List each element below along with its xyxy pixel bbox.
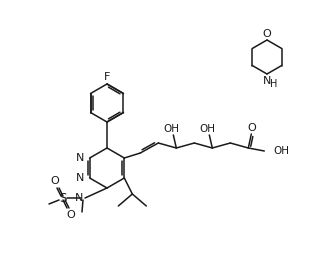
Text: N: N xyxy=(75,193,83,203)
Text: F: F xyxy=(104,72,110,82)
Text: N: N xyxy=(76,173,85,183)
Text: N: N xyxy=(76,153,85,163)
Text: O: O xyxy=(51,176,59,186)
Text: N: N xyxy=(263,76,271,86)
Text: O: O xyxy=(67,210,75,220)
Text: OH: OH xyxy=(199,124,215,134)
Text: O: O xyxy=(263,29,271,39)
Text: O: O xyxy=(247,123,256,133)
Text: H: H xyxy=(270,79,278,89)
Text: OH: OH xyxy=(273,146,289,156)
Text: S: S xyxy=(59,191,67,205)
Text: OH: OH xyxy=(163,124,179,134)
